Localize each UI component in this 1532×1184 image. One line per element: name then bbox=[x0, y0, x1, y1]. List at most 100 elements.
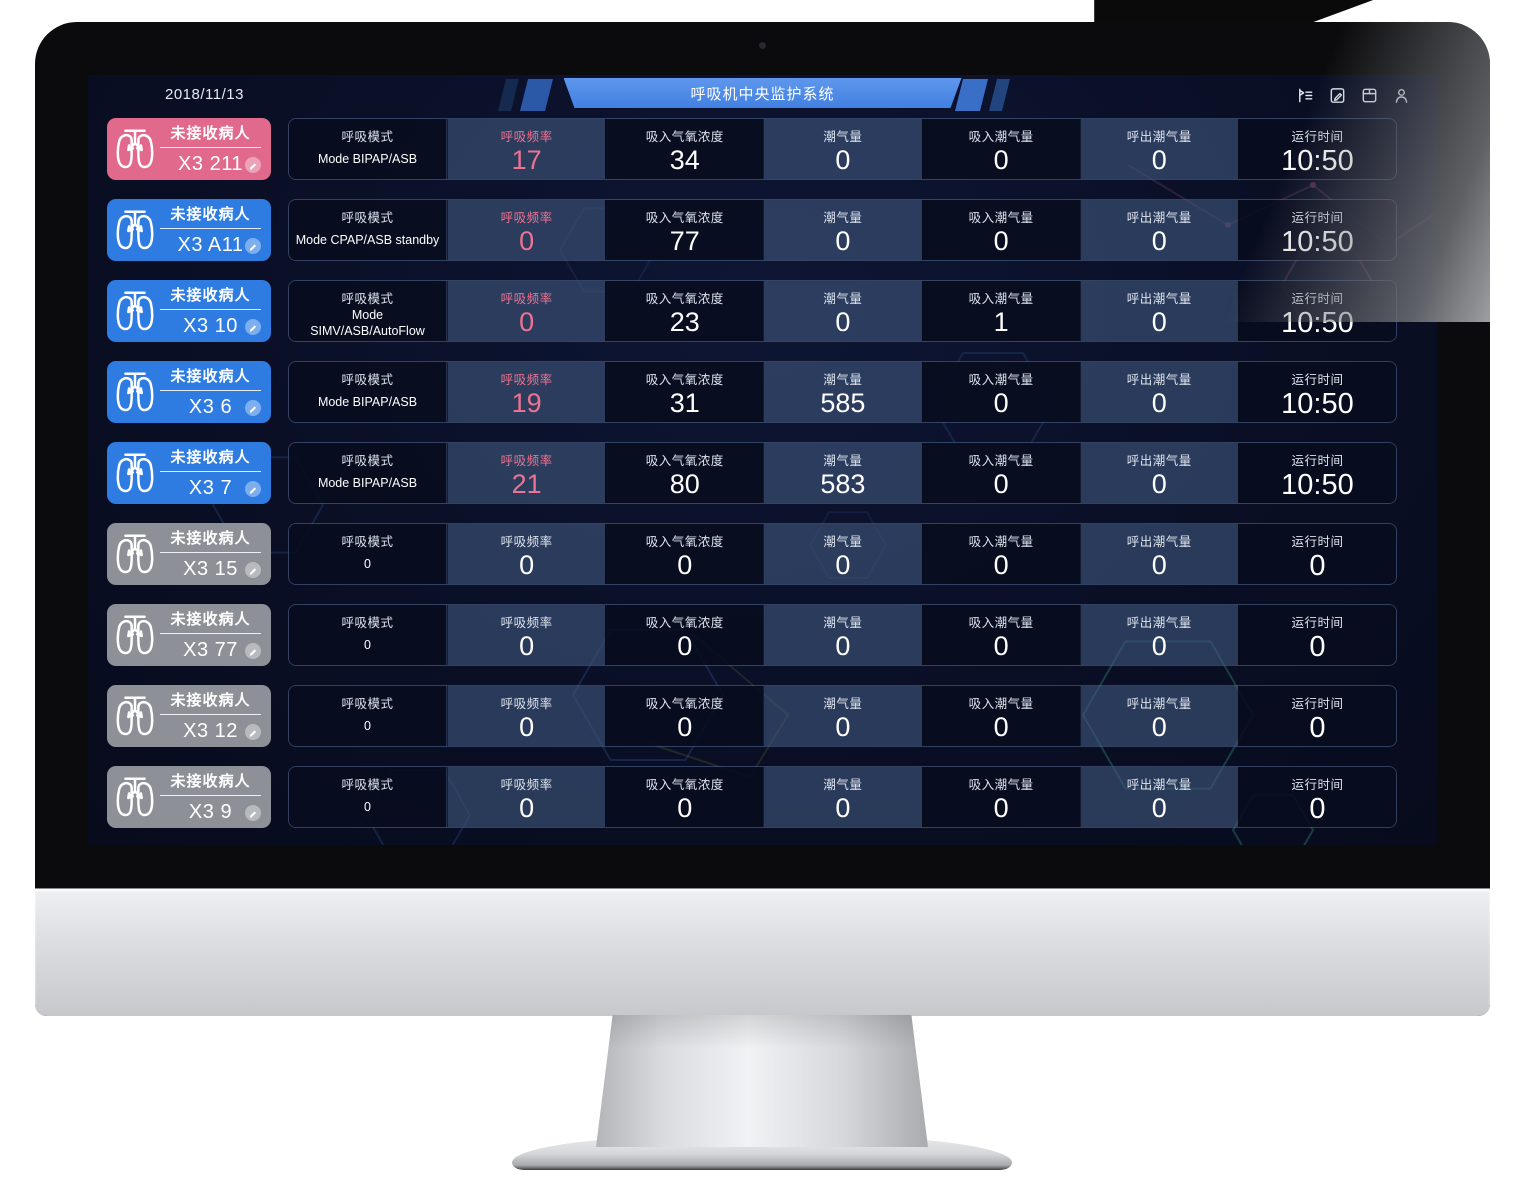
runtime-value: 10:50 bbox=[1281, 226, 1354, 258]
patient-status: 未接收病人 bbox=[170, 611, 251, 628]
vitals-strip: 呼吸模式 Mode SIMV/ASB/AutoFlow standby 呼吸频率… bbox=[288, 280, 1397, 342]
patient-card[interactable]: 未接收病人 X3 A11 bbox=[107, 199, 271, 261]
vte-value: 0 bbox=[1151, 226, 1167, 256]
edit-icon[interactable] bbox=[245, 724, 261, 740]
vti-value: 1 bbox=[993, 307, 1009, 337]
patient-card[interactable]: 未接收病人 X3 10 bbox=[107, 280, 271, 342]
runtime-header: 运行时间 bbox=[1291, 697, 1344, 711]
layout-grid-icon[interactable] bbox=[1360, 86, 1379, 105]
cell-mode: 呼吸模式 Mode BIPAP/ASB bbox=[289, 119, 447, 179]
patient-card[interactable]: 未接收病人 X3 9 bbox=[107, 766, 271, 828]
patient-card[interactable]: 未接收病人 X3 12 bbox=[107, 685, 271, 747]
runtime-header: 运行时间 bbox=[1291, 535, 1344, 549]
runtime-header: 运行时间 bbox=[1291, 778, 1344, 792]
patient-card[interactable]: 未接收病人 X3 15 bbox=[107, 523, 271, 585]
cell-vti: 吸入潮气量 1 bbox=[921, 281, 1080, 341]
vitals-strip: 呼吸模式 0 呼吸频率 0 吸入气氧浓度 0 潮气量 0 吸入潮气量 0 呼出潮… bbox=[288, 604, 1397, 666]
patient-card[interactable]: 未接收病人 X3 7 bbox=[107, 442, 271, 504]
runtime-value: 10:50 bbox=[1281, 469, 1354, 501]
vitals-strip: 呼吸模式 Mode BIPAP/ASB 呼吸频率 17 吸入气氧浓度 34 潮气… bbox=[288, 118, 1397, 180]
vti-value: 0 bbox=[993, 226, 1009, 256]
cell-rate: 呼吸频率 0 bbox=[447, 524, 606, 584]
vte-value: 0 bbox=[1151, 307, 1167, 337]
cell-vti: 吸入潮气量 0 bbox=[921, 119, 1080, 179]
cell-vte: 呼出潮气量 0 bbox=[1079, 281, 1238, 341]
cell-runtime: 运行时间 10:50 bbox=[1237, 443, 1396, 503]
banner-stripe-left-blue bbox=[520, 79, 553, 111]
patient-id: X3 10 bbox=[183, 314, 238, 337]
vt-value: 583 bbox=[820, 469, 866, 499]
edit-icon[interactable] bbox=[245, 157, 261, 173]
vti-header: 吸入潮气量 bbox=[968, 454, 1034, 468]
vt-header: 潮气量 bbox=[823, 130, 863, 144]
cell-runtime: 运行时间 0 bbox=[1237, 686, 1396, 746]
patient-card[interactable]: 未接收病人 X3 77 bbox=[107, 604, 271, 666]
edit-icon[interactable] bbox=[245, 805, 261, 821]
rate-header: 呼吸频率 bbox=[500, 454, 553, 468]
edit-document-icon[interactable] bbox=[1328, 86, 1347, 105]
cell-rate: 呼吸频率 0 bbox=[447, 686, 606, 746]
vte-header: 呼出潮气量 bbox=[1126, 373, 1192, 387]
user-icon[interactable] bbox=[1392, 86, 1411, 105]
mode-header: 呼吸模式 bbox=[341, 535, 394, 549]
cell-vte: 呼出潮气量 0 bbox=[1079, 200, 1238, 260]
card-divider bbox=[160, 228, 261, 229]
patient-row: 未接收病人 X3 6 呼吸模式 Mode BIPAP/ASB 呼吸频率 19 bbox=[88, 361, 1437, 423]
cell-vti: 吸入潮气量 0 bbox=[921, 362, 1080, 422]
vte-value: 0 bbox=[1151, 631, 1167, 661]
rate-value: 21 bbox=[511, 469, 542, 499]
rate-header: 呼吸频率 bbox=[500, 130, 553, 144]
cell-vt: 潮气量 583 bbox=[763, 443, 922, 503]
patient-status: 未接收病人 bbox=[170, 449, 251, 466]
patient-status: 未接收病人 bbox=[170, 206, 251, 223]
edit-icon[interactable] bbox=[245, 400, 261, 416]
fio2-value: 34 bbox=[669, 145, 700, 175]
cell-vt: 潮气量 0 bbox=[763, 281, 922, 341]
vt-header: 潮气量 bbox=[823, 697, 863, 711]
edit-icon[interactable] bbox=[245, 643, 261, 659]
cell-runtime: 运行时间 0 bbox=[1237, 767, 1396, 827]
monitor-stand-neck bbox=[596, 1015, 928, 1147]
mode-header: 呼吸模式 bbox=[341, 454, 394, 468]
monitor-chin bbox=[35, 888, 1490, 1016]
edit-icon[interactable] bbox=[245, 562, 261, 578]
mode-value: Mode BIPAP/ASB bbox=[317, 475, 418, 490]
edit-icon[interactable] bbox=[245, 238, 261, 254]
mode-header: 呼吸模式 bbox=[341, 616, 394, 630]
cell-fio2: 吸入气氧浓度 80 bbox=[605, 443, 764, 503]
patient-row: 未接收病人 X3 10 呼吸模式 Mode SIMV/ASB/AutoFlow … bbox=[88, 280, 1437, 342]
edit-icon[interactable] bbox=[245, 481, 261, 497]
cell-vte: 呼出潮气量 0 bbox=[1079, 524, 1238, 584]
card-divider bbox=[160, 147, 261, 148]
mode-value: Mode CPAP/ASB standby bbox=[295, 232, 440, 247]
patient-row: 未接收病人 X3 9 呼吸模式 0 呼吸频率 0 吸入气氧浓度 bbox=[88, 766, 1437, 828]
cell-vti: 吸入潮气量 0 bbox=[921, 767, 1080, 827]
vti-header: 吸入潮气量 bbox=[968, 616, 1034, 630]
patient-row: 未接收病人 X3 7 呼吸模式 Mode BIPAP/ASB 呼吸频率 21 bbox=[88, 442, 1437, 504]
patient-card-text: 未接收病人 X3 12 bbox=[158, 689, 271, 743]
cell-mode: 呼吸模式 Mode SIMV/ASB/AutoFlow standby bbox=[289, 281, 447, 341]
outline-menu-icon[interactable] bbox=[1296, 86, 1315, 105]
vte-header: 呼出潮气量 bbox=[1126, 535, 1192, 549]
cell-runtime: 运行时间 10:50 bbox=[1237, 281, 1396, 341]
vitals-strip: 呼吸模式 Mode BIPAP/ASB 呼吸频率 19 吸入气氧浓度 31 潮气… bbox=[288, 361, 1397, 423]
patient-card[interactable]: 未接收病人 X3 6 bbox=[107, 361, 271, 423]
lung-icon bbox=[112, 285, 158, 337]
cell-runtime: 运行时间 10:50 bbox=[1237, 119, 1396, 179]
mode-header: 呼吸模式 bbox=[341, 211, 394, 225]
patient-card[interactable]: 未接收病人 X3 211 bbox=[107, 118, 271, 180]
patient-card-text: 未接收病人 X3 7 bbox=[158, 446, 271, 500]
vti-header: 吸入潮气量 bbox=[968, 778, 1034, 792]
mode-header: 呼吸模式 bbox=[341, 292, 394, 306]
edit-icon[interactable] bbox=[245, 319, 261, 335]
vitals-strip: 呼吸模式 0 呼吸频率 0 吸入气氧浓度 0 潮气量 0 吸入潮气量 0 呼出潮… bbox=[288, 766, 1397, 828]
vt-value: 0 bbox=[835, 145, 851, 175]
mode-header: 呼吸模式 bbox=[341, 697, 394, 711]
vte-value: 0 bbox=[1151, 550, 1167, 580]
fio2-header: 吸入气氧浓度 bbox=[645, 697, 724, 711]
patient-card-text: 未接收病人 X3 9 bbox=[158, 770, 271, 824]
runtime-header: 运行时间 bbox=[1291, 292, 1344, 306]
rate-header: 呼吸频率 bbox=[500, 697, 553, 711]
patient-card-text: 未接收病人 X3 15 bbox=[158, 527, 271, 581]
vti-header: 吸入潮气量 bbox=[968, 373, 1034, 387]
